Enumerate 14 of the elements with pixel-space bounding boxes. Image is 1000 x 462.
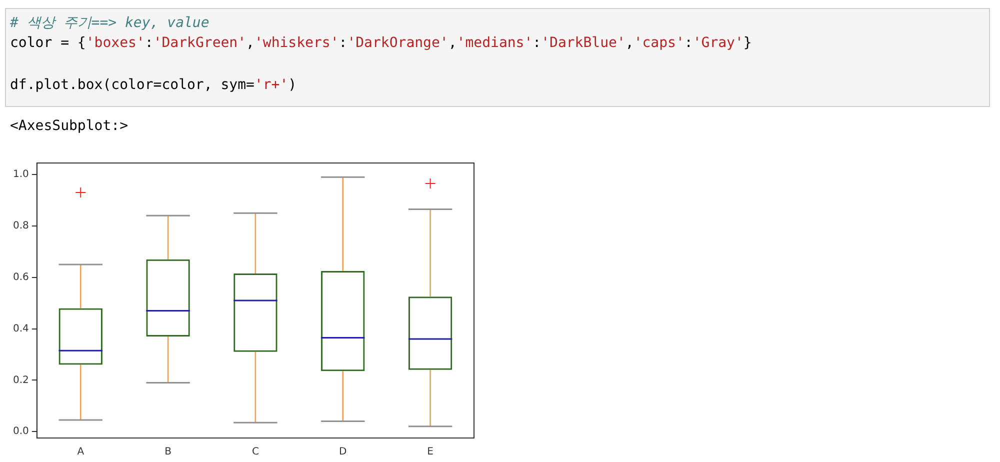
y-tick-label: 0.6 <box>12 272 29 283</box>
x-tick-label: B <box>164 446 172 458</box>
y-tick-label: 0.0 <box>12 426 29 438</box>
y-tick-label: 0.2 <box>12 374 29 386</box>
text: color = {'boxes':'DarkGreen','whiskers':'DarkOrange','medians':'DarkBlue','caps':'Gray'} df.plot.box(color=color, sym='r+') <box>10 35 752 93</box>
text: # 색상 주기==> key, value <box>10 14 210 33</box>
x-tick-label: A <box>77 446 84 458</box>
y-tick-label: 1.0 <box>12 169 29 180</box>
y-tick-label: 0.8 <box>12 220 29 232</box>
x-tick-label: C <box>252 446 259 458</box>
x-tick-label: D <box>339 446 348 458</box>
text: <AxesSubplot:> <box>10 118 128 134</box>
y-tick-label: 0.4 <box>12 323 29 334</box>
x-tick-label: E <box>427 446 434 458</box>
